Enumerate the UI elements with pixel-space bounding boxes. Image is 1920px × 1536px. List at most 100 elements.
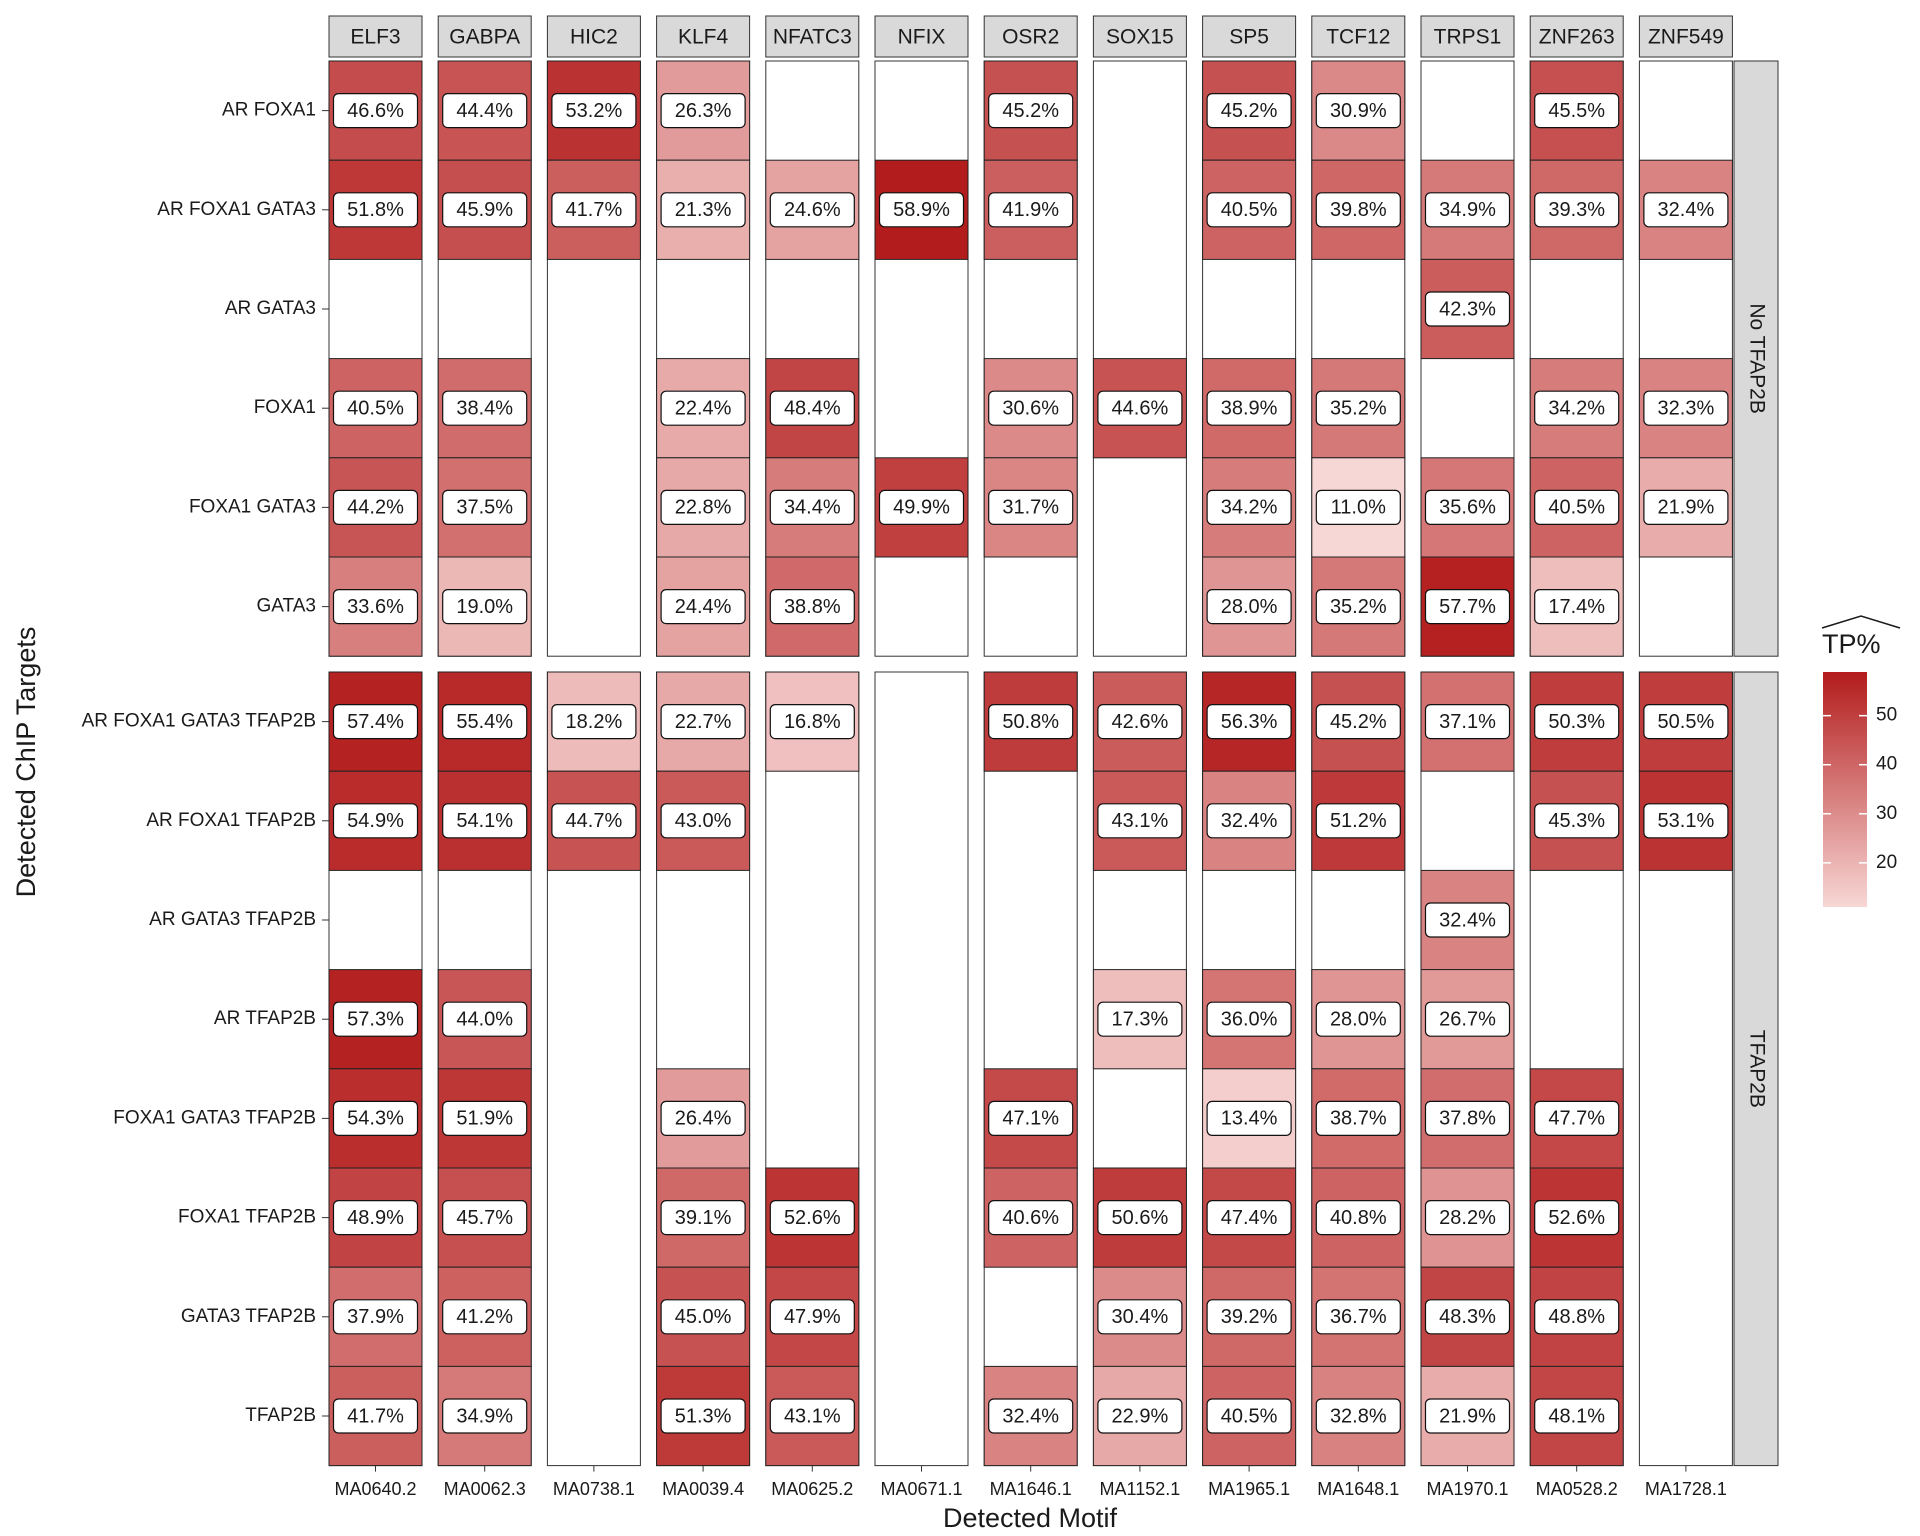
- label-box: [1097, 1199, 1183, 1236]
- label-box: [1424, 1100, 1511, 1137]
- label-box: [769, 1299, 855, 1335]
- x-axis-title: Detected Motif: [943, 1503, 1118, 1533]
- label-box: [1315, 489, 1401, 525]
- x-tick-label: MA1648.1: [1317, 1479, 1399, 1499]
- value-label: 56.3%: [1221, 711, 1278, 733]
- label-box: [442, 192, 528, 228]
- value-label: 41.7%: [566, 199, 623, 221]
- legend-title-hat: [1821, 615, 1901, 629]
- value-label: 54.9%: [347, 810, 404, 832]
- value-label: 44.6%: [1112, 397, 1169, 419]
- label-box: [551, 703, 637, 740]
- value-label: 35.2%: [1330, 596, 1387, 618]
- label-box: [988, 1100, 1074, 1137]
- label-box: [660, 92, 746, 129]
- label-box: [1206, 1199, 1292, 1236]
- value-label: 45.0%: [675, 1306, 732, 1328]
- value-label: 47.7%: [1548, 1108, 1605, 1130]
- label-box: [1206, 1398, 1292, 1434]
- label-box: [1097, 1299, 1183, 1335]
- label-box: [1534, 192, 1620, 228]
- value-label: 40.8%: [1330, 1207, 1387, 1229]
- column-label: SOX15: [1106, 26, 1174, 49]
- value-label: 34.4%: [784, 497, 841, 519]
- label-box: [442, 1398, 528, 1434]
- label-box: [660, 1199, 746, 1236]
- label-box: [1643, 192, 1729, 228]
- value-label: 50.3%: [1548, 711, 1605, 733]
- label-box: [1534, 1199, 1620, 1236]
- label-box: [1534, 1398, 1620, 1434]
- label-box: [1097, 803, 1183, 839]
- x-tick-label: MA1646.1: [990, 1479, 1072, 1499]
- y-tick-label: FOXA1 TFAP2B: [178, 1207, 316, 1228]
- label-box: [769, 1398, 855, 1434]
- value-label: 48.4%: [784, 397, 841, 419]
- y-tick-label: TFAP2B: [245, 1405, 316, 1426]
- label-box: [1315, 1100, 1401, 1137]
- label-box: [1097, 703, 1183, 740]
- value-label: 39.1%: [675, 1207, 732, 1229]
- x-tick-label: MA0062.3: [444, 1479, 526, 1499]
- value-label: 26.3%: [675, 100, 732, 122]
- y-tick-label: AR FOXA1 GATA3: [157, 199, 316, 220]
- legend-tick-label: 50: [1876, 705, 1897, 726]
- label-box: [1424, 703, 1511, 740]
- label-box: [442, 588, 528, 625]
- label-box: [1534, 703, 1620, 740]
- x-tick-label: MA0640.2: [334, 1479, 416, 1499]
- column-label: TRPS1: [1434, 26, 1502, 49]
- value-label: 30.6%: [1002, 397, 1059, 419]
- value-label: 41.2%: [456, 1306, 513, 1328]
- value-label: 50.6%: [1112, 1207, 1169, 1229]
- value-label: 44.2%: [347, 497, 404, 519]
- value-label: 37.5%: [456, 497, 513, 519]
- column-label: KLF4: [678, 26, 729, 49]
- x-tick-label: MA0671.1: [880, 1479, 962, 1499]
- value-label: 45.2%: [1221, 100, 1278, 122]
- label-box: [988, 390, 1074, 426]
- value-label: 26.4%: [675, 1108, 732, 1130]
- value-label: 48.8%: [1548, 1306, 1605, 1328]
- label-box: [769, 390, 855, 426]
- value-label: 47.1%: [1002, 1108, 1059, 1130]
- label-box: [332, 192, 419, 228]
- value-label: 28.2%: [1439, 1207, 1496, 1229]
- value-label: 52.6%: [784, 1207, 841, 1229]
- label-box: [1643, 489, 1729, 525]
- value-label: 53.1%: [1658, 810, 1715, 832]
- value-label: 13.4%: [1221, 1108, 1278, 1130]
- label-box: [769, 588, 855, 625]
- value-label: 44.4%: [456, 100, 513, 122]
- label-box: [1206, 1001, 1292, 1037]
- label-box: [442, 1100, 528, 1137]
- column-strip: [1092, 15, 1187, 58]
- value-label: 43.1%: [1112, 810, 1169, 832]
- label-box: [1534, 1100, 1620, 1137]
- column-label: ZNF263: [1539, 26, 1615, 49]
- value-label: 33.6%: [347, 596, 404, 618]
- column-strip: [1311, 15, 1406, 58]
- y-tick-label: FOXA1 GATA3 TFAP2B: [113, 1107, 316, 1128]
- value-label: 34.2%: [1221, 497, 1278, 519]
- label-box: [1534, 489, 1620, 525]
- legend-title: TP%: [1822, 629, 1881, 659]
- x-tick-label: MA1728.1: [1645, 1479, 1727, 1499]
- label-box: [660, 588, 746, 625]
- label-box: [332, 1299, 419, 1335]
- value-label: 48.3%: [1439, 1306, 1496, 1328]
- value-label: 19.0%: [456, 596, 513, 618]
- value-label: 42.3%: [1439, 298, 1496, 320]
- column-label: NFATC3: [773, 26, 852, 49]
- value-label: 57.3%: [347, 1008, 404, 1030]
- value-label: 30.4%: [1112, 1306, 1169, 1328]
- y-axis-title: Detected ChIP Targets: [11, 627, 41, 898]
- label-box: [442, 489, 528, 525]
- label-box: [988, 703, 1074, 740]
- label-box: [660, 1398, 746, 1434]
- value-label: 39.3%: [1548, 199, 1605, 221]
- value-label: 37.9%: [347, 1306, 404, 1328]
- label-box: [1424, 192, 1511, 228]
- value-label: 41.9%: [1002, 199, 1059, 221]
- label-box: [442, 92, 528, 129]
